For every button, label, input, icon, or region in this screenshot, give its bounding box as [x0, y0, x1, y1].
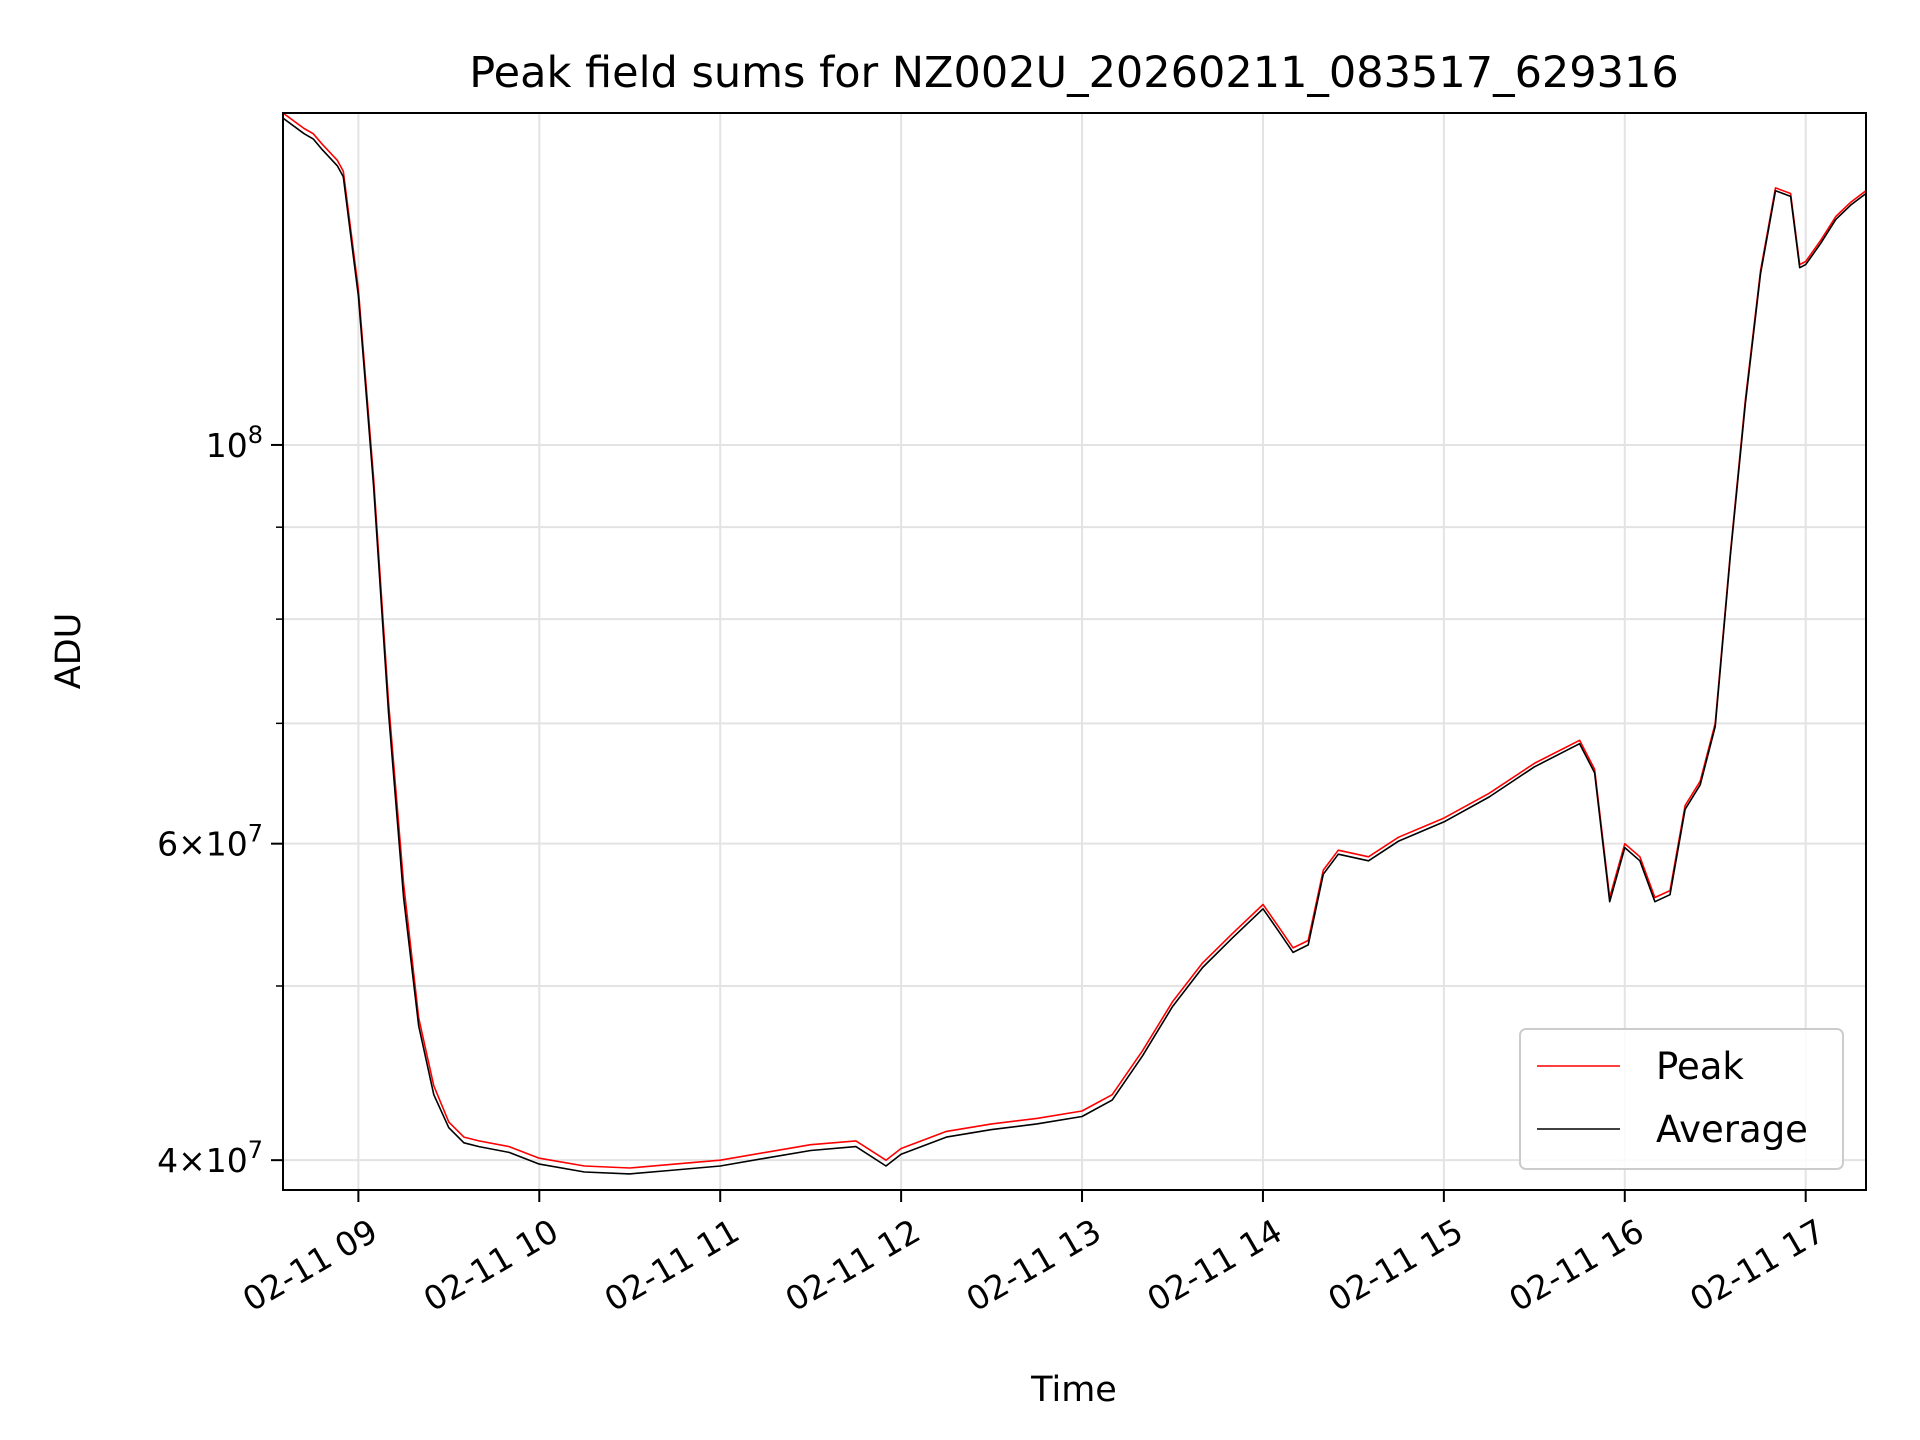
y-axis-title: ADU — [49, 613, 89, 690]
y-tick-label: 6×107 — [157, 820, 263, 864]
x-axis-title: Time — [1030, 1370, 1117, 1410]
y-tick-label: 4×107 — [157, 1136, 263, 1180]
legend-label-average: Average — [1656, 1108, 1808, 1151]
chart-title: Peak field sums for NZ002U_20260211_0835… — [469, 48, 1678, 98]
plot-frame — [282, 112, 1867, 1191]
series-line-average — [282, 117, 1867, 1175]
y-tick-label: 108 — [206, 421, 263, 465]
grid — [283, 113, 1866, 1190]
y-axis: 4×107 6×107 108 — [157, 421, 283, 1180]
legend-box — [1519, 1028, 1844, 1170]
legend-label-peak: Peak — [1656, 1045, 1744, 1088]
plot-lines — [282, 112, 1867, 1175]
legend: Peak Average — [1519, 1028, 1844, 1170]
